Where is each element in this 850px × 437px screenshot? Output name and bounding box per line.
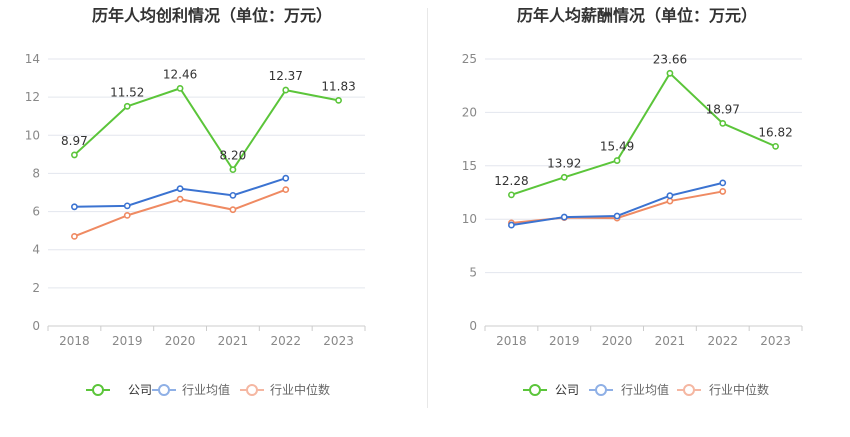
legend-marker: [246, 384, 258, 396]
y-tick-label: 4: [32, 243, 40, 257]
legend-item[interactable]: 行业中位数: [240, 382, 330, 397]
x-tick-label: 2019: [549, 334, 580, 348]
data-point[interactable]: [335, 96, 342, 104]
data-point[interactable]: [560, 173, 568, 181]
chart-title: 历年人均创利情况（单位：万元）: [92, 6, 332, 25]
data-point[interactable]: [719, 120, 727, 127]
y-tick-label: 15: [462, 159, 477, 173]
data-point[interactable]: [560, 213, 568, 221]
data-point[interactable]: [282, 86, 290, 94]
x-tick-label: 2021: [655, 334, 686, 348]
legend-label: 行业均值: [621, 382, 669, 397]
legend-item[interactable]: 行业均值: [589, 382, 669, 397]
legend-item[interactable]: 行业均值: [152, 382, 230, 397]
legend-marker: [158, 384, 170, 396]
y-tick-label: 25: [462, 52, 477, 66]
data-point[interactable]: [176, 84, 184, 92]
y-tick-label: 5: [469, 266, 477, 280]
legend-label: 行业中位数: [709, 382, 769, 397]
data-point[interactable]: [719, 179, 727, 187]
data-label: 23.66: [653, 52, 687, 66]
legend-item[interactable]: 公司: [86, 383, 152, 397]
data-point[interactable]: [666, 192, 674, 200]
legend-item[interactable]: 公司: [523, 383, 579, 397]
x-tick-label: 2020: [602, 334, 633, 348]
data-point[interactable]: [229, 206, 237, 214]
x-tick-label: 2018: [59, 334, 90, 348]
data-label: 8.97: [61, 134, 88, 148]
data-point[interactable]: [613, 157, 621, 164]
x-tick-label: 2018: [496, 334, 527, 348]
series-line: [511, 71, 776, 196]
legend-label: 公司: [555, 383, 579, 397]
data-point[interactable]: [282, 174, 290, 182]
data-point[interactable]: [613, 212, 621, 220]
data-point[interactable]: [666, 69, 674, 77]
data-point[interactable]: [772, 142, 779, 150]
chart-title: 历年人均薪酬情况（单位：万元）: [517, 6, 757, 25]
data-label: 15.49: [600, 140, 634, 154]
data-point[interactable]: [666, 197, 674, 205]
y-tick-label: 0: [32, 319, 40, 333]
data-label: 12.46: [163, 67, 197, 81]
legend-item[interactable]: 行业中位数: [677, 382, 769, 397]
series-line: [73, 87, 339, 172]
x-tick-label: 2022: [270, 334, 301, 348]
x-tick-label: 2022: [707, 334, 738, 348]
data-label: 12.28: [494, 174, 528, 188]
y-tick-label: 2: [32, 281, 40, 295]
data-label: 18.97: [706, 102, 740, 116]
y-tick-label: 12: [25, 90, 40, 104]
x-tick-label: 2021: [218, 334, 249, 348]
data-point[interactable]: [229, 191, 237, 199]
legend-marker: [92, 384, 104, 396]
data-point[interactable]: [719, 188, 727, 195]
data-point[interactable]: [123, 202, 131, 210]
data-label: 13.92: [547, 156, 581, 170]
data-point[interactable]: [508, 221, 515, 229]
data-point[interactable]: [176, 195, 184, 203]
legend-marker: [595, 384, 607, 396]
data-point[interactable]: [282, 186, 290, 194]
y-tick-label: 10: [25, 128, 40, 142]
data-point[interactable]: [176, 185, 184, 193]
data-label: 8.20: [220, 149, 247, 163]
profit-per-capita-chart: 历年人均创利情况（单位：万元） 0 2 4 6 8 10 12 14 2018 2019 2020 20…: [25, 6, 366, 397]
legend-label: 公司: [128, 383, 152, 397]
data-point[interactable]: [71, 232, 78, 240]
legend-label: 行业均值: [182, 382, 230, 397]
data-label: 11.83: [321, 79, 355, 93]
salary-per-capita-chart: 历年人均薪酬情况（单位：万元） 0 5 10 15 20 25 2018 2019 2020 202…: [462, 6, 803, 397]
y-tick-label: 8: [32, 166, 40, 180]
data-point[interactable]: [508, 191, 515, 199]
legend-marker: [529, 384, 541, 396]
x-tick-label: 2023: [323, 334, 354, 348]
data-point[interactable]: [123, 102, 131, 110]
y-tick-label: 0: [469, 319, 477, 333]
data-point[interactable]: [229, 166, 237, 174]
y-tick-label: 20: [462, 105, 477, 119]
x-tick-label: 2019: [112, 334, 143, 348]
x-tick-label: 2023: [760, 334, 791, 348]
data-label: 12.37: [269, 69, 303, 83]
legend-label: 行业中位数: [270, 382, 330, 397]
y-tick-label: 10: [462, 212, 477, 226]
data-label: 16.82: [758, 125, 792, 139]
data-label: 11.52: [110, 85, 144, 99]
data-point[interactable]: [71, 151, 78, 159]
chart-divider: [427, 8, 428, 408]
legend-marker: [683, 384, 695, 396]
y-tick-label: 6: [32, 205, 40, 219]
data-point[interactable]: [71, 203, 78, 211]
y-tick-label: 14: [25, 52, 40, 66]
data-point[interactable]: [123, 211, 131, 219]
x-tick-label: 2020: [165, 334, 196, 348]
